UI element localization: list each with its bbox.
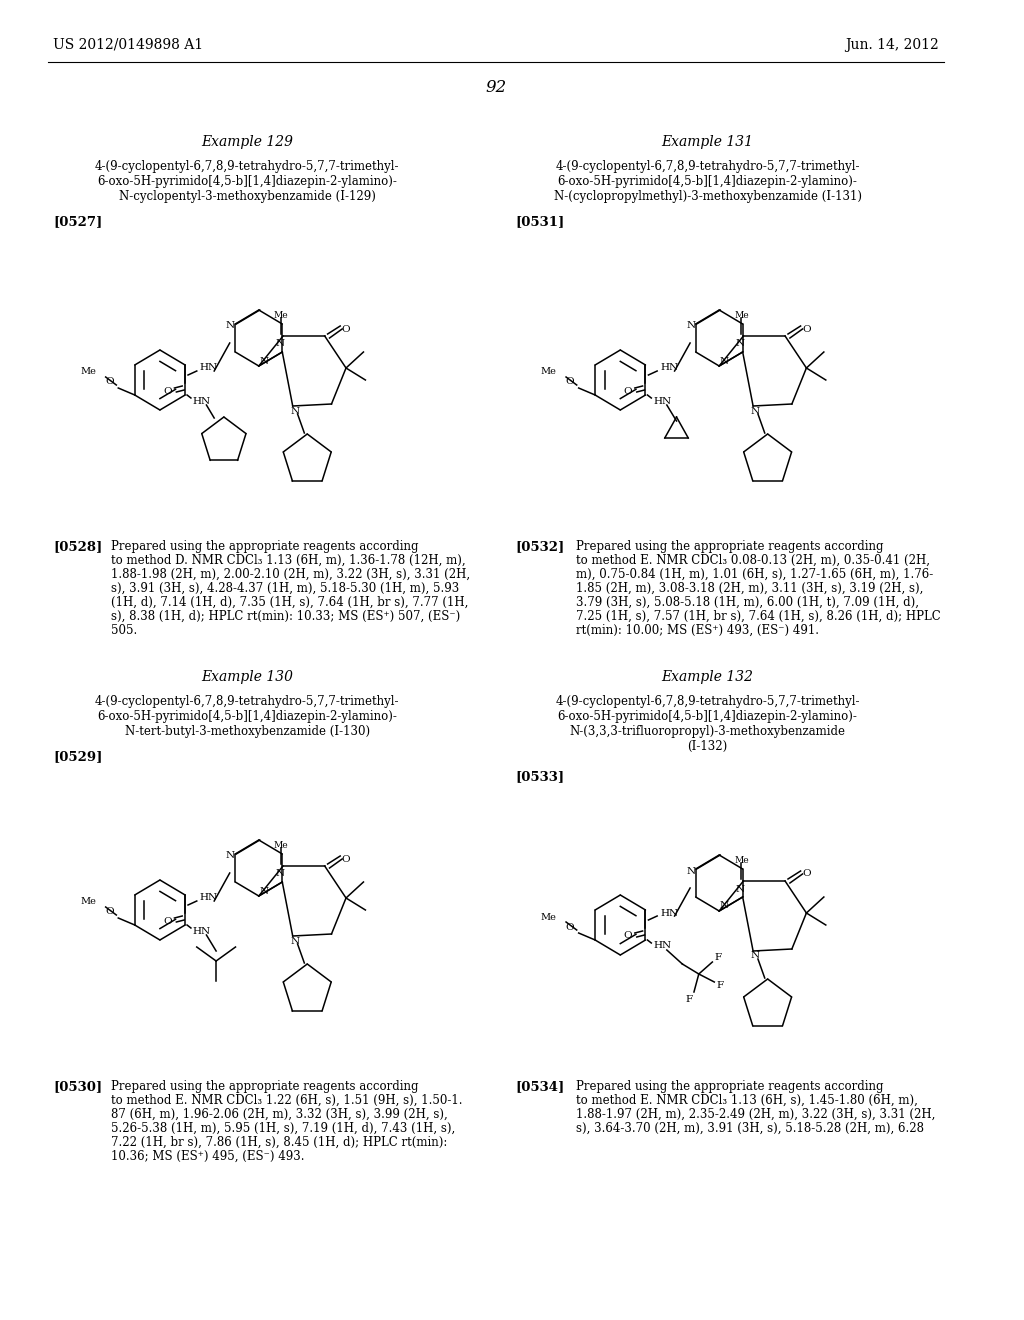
Text: N: N: [290, 936, 299, 945]
Text: N: N: [736, 884, 745, 894]
Text: N: N: [720, 356, 729, 366]
Text: O: O: [164, 387, 172, 396]
Text: US 2012/0149898 A1: US 2012/0149898 A1: [53, 38, 204, 51]
Text: (I-132): (I-132): [687, 741, 728, 752]
Text: N: N: [259, 887, 268, 895]
Text: N: N: [686, 322, 695, 330]
Text: N-cyclopentyl-3-methoxybenzamide (I-129): N-cyclopentyl-3-methoxybenzamide (I-129): [119, 190, 376, 203]
Text: to method E. NMR CDCl₃ 1.22 (6H, s), 1.51 (9H, s), 1.50-1.: to method E. NMR CDCl₃ 1.22 (6H, s), 1.5…: [112, 1094, 463, 1107]
Text: [0531]: [0531]: [516, 215, 565, 228]
Text: N: N: [275, 870, 285, 879]
Text: rt(min): 10.00; MS (ES⁺) 493, (ES⁻) 491.: rt(min): 10.00; MS (ES⁺) 493, (ES⁻) 491.: [575, 624, 819, 638]
Text: 4-(9-cyclopentyl-6,7,8,9-tetrahydro-5,7,7-trimethyl-: 4-(9-cyclopentyl-6,7,8,9-tetrahydro-5,7,…: [95, 160, 399, 173]
Text: Example 131: Example 131: [662, 135, 754, 149]
Text: s), 3.64-3.70 (2H, m), 3.91 (3H, s), 5.18-5.28 (2H, m), 6.28: s), 3.64-3.70 (2H, m), 3.91 (3H, s), 5.1…: [575, 1122, 924, 1135]
Text: N-(cyclopropylmethyl)-3-methoxybenzamide (I-131): N-(cyclopropylmethyl)-3-methoxybenzamide…: [554, 190, 861, 203]
Text: Prepared using the appropriate reagents according: Prepared using the appropriate reagents …: [112, 1080, 419, 1093]
Text: [0530]: [0530]: [53, 1080, 102, 1093]
Text: Example 130: Example 130: [201, 671, 293, 684]
Text: O: O: [565, 923, 574, 932]
Text: F: F: [715, 953, 722, 962]
Text: Me: Me: [80, 367, 96, 376]
Text: N: N: [751, 952, 760, 961]
Text: Prepared using the appropriate reagents according: Prepared using the appropriate reagents …: [575, 1080, 884, 1093]
Text: F: F: [717, 982, 724, 990]
Text: Me: Me: [734, 855, 749, 865]
Text: F: F: [685, 994, 692, 1003]
Text: HN: HN: [200, 363, 218, 372]
Text: O: O: [802, 870, 811, 879]
Text: [0527]: [0527]: [53, 215, 102, 228]
Text: HN: HN: [200, 894, 218, 903]
Text: 6-oxo-5H-pyrimido[4,5-b][1,4]diazepin-2-ylamino)-: 6-oxo-5H-pyrimido[4,5-b][1,4]diazepin-2-…: [97, 176, 397, 187]
Text: Me: Me: [541, 912, 556, 921]
Text: N: N: [226, 322, 234, 330]
Text: Prepared using the appropriate reagents according: Prepared using the appropriate reagents …: [112, 540, 419, 553]
Text: 10.36; MS (ES⁺) 495, (ES⁻) 493.: 10.36; MS (ES⁺) 495, (ES⁻) 493.: [112, 1150, 305, 1163]
Text: 92: 92: [485, 79, 507, 96]
Text: to method D. NMR CDCl₃ 1.13 (6H, m), 1.36-1.78 (12H, m),: to method D. NMR CDCl₃ 1.13 (6H, m), 1.3…: [112, 554, 466, 568]
Text: HN: HN: [653, 941, 672, 950]
Text: m), 0.75-0.84 (1H, m), 1.01 (6H, s), 1.27-1.65 (6H, m), 1.76-: m), 0.75-0.84 (1H, m), 1.01 (6H, s), 1.2…: [575, 568, 933, 581]
Text: N-(3,3,3-trifluoropropyl)-3-methoxybenzamide: N-(3,3,3-trifluoropropyl)-3-methoxybenza…: [569, 725, 846, 738]
Text: 3.79 (3H, s), 5.08-5.18 (1H, m), 6.00 (1H, t), 7.09 (1H, d),: 3.79 (3H, s), 5.08-5.18 (1H, m), 6.00 (1…: [575, 597, 919, 609]
Text: O: O: [342, 854, 350, 863]
Text: 4-(9-cyclopentyl-6,7,8,9-tetrahydro-5,7,7-trimethyl-: 4-(9-cyclopentyl-6,7,8,9-tetrahydro-5,7,…: [95, 696, 399, 708]
Text: N: N: [226, 851, 234, 861]
Text: O: O: [342, 325, 350, 334]
Text: to method E. NMR CDCl₃ 0.08-0.13 (2H, m), 0.35-0.41 (2H,: to method E. NMR CDCl₃ 0.08-0.13 (2H, m)…: [575, 554, 930, 568]
Text: 7.22 (1H, br s), 7.86 (1H, s), 8.45 (1H, d); HPLC rt(min):: 7.22 (1H, br s), 7.86 (1H, s), 8.45 (1H,…: [112, 1137, 447, 1148]
Text: O: O: [105, 908, 114, 916]
Text: [0532]: [0532]: [516, 540, 565, 553]
Text: 6-oxo-5H-pyrimido[4,5-b][1,4]diazepin-2-ylamino)-: 6-oxo-5H-pyrimido[4,5-b][1,4]diazepin-2-…: [558, 176, 857, 187]
Text: 5.26-5.38 (1H, m), 5.95 (1H, s), 7.19 (1H, d), 7.43 (1H, s),: 5.26-5.38 (1H, m), 5.95 (1H, s), 7.19 (1…: [112, 1122, 456, 1135]
Text: [0534]: [0534]: [516, 1080, 565, 1093]
Text: N: N: [290, 407, 299, 416]
Text: (1H, d), 7.14 (1H, d), 7.35 (1H, s), 7.64 (1H, br s), 7.77 (1H,: (1H, d), 7.14 (1H, d), 7.35 (1H, s), 7.6…: [112, 597, 469, 609]
Text: 1.88-1.97 (2H, m), 2.35-2.49 (2H, m), 3.22 (3H, s), 3.31 (2H,: 1.88-1.97 (2H, m), 2.35-2.49 (2H, m), 3.…: [575, 1107, 935, 1121]
Text: 7.25 (1H, s), 7.57 (1H, br s), 7.64 (1H, s), 8.26 (1H, d); HPLC: 7.25 (1H, s), 7.57 (1H, br s), 7.64 (1H,…: [575, 610, 940, 623]
Text: HN: HN: [653, 396, 672, 405]
Text: Jun. 14, 2012: Jun. 14, 2012: [846, 38, 939, 51]
Text: Me: Me: [541, 367, 556, 376]
Text: N: N: [686, 866, 695, 875]
Text: [0528]: [0528]: [53, 540, 102, 553]
Text: O: O: [624, 932, 633, 940]
Text: Me: Me: [273, 841, 289, 850]
Text: Example 129: Example 129: [201, 135, 293, 149]
Text: Example 132: Example 132: [662, 671, 754, 684]
Text: 1.88-1.98 (2H, m), 2.00-2.10 (2H, m), 3.22 (3H, s), 3.31 (2H,: 1.88-1.98 (2H, m), 2.00-2.10 (2H, m), 3.…: [112, 568, 471, 581]
Text: N-tert-butyl-3-methoxybenzamide (I-130): N-tert-butyl-3-methoxybenzamide (I-130): [125, 725, 370, 738]
Text: Prepared using the appropriate reagents according: Prepared using the appropriate reagents …: [575, 540, 884, 553]
Text: 6-oxo-5H-pyrimido[4,5-b][1,4]diazepin-2-ylamino)-: 6-oxo-5H-pyrimido[4,5-b][1,4]diazepin-2-…: [558, 710, 857, 723]
Text: 4-(9-cyclopentyl-6,7,8,9-tetrahydro-5,7,7-trimethyl-: 4-(9-cyclopentyl-6,7,8,9-tetrahydro-5,7,…: [555, 696, 860, 708]
Text: 6-oxo-5H-pyrimido[4,5-b][1,4]diazepin-2-ylamino)-: 6-oxo-5H-pyrimido[4,5-b][1,4]diazepin-2-…: [97, 710, 397, 723]
Text: N: N: [259, 356, 268, 366]
Text: 4-(9-cyclopentyl-6,7,8,9-tetrahydro-5,7,7-trimethyl-: 4-(9-cyclopentyl-6,7,8,9-tetrahydro-5,7,…: [555, 160, 860, 173]
Text: N: N: [720, 902, 729, 911]
Text: HN: HN: [193, 396, 211, 405]
Text: O: O: [802, 325, 811, 334]
Text: Me: Me: [273, 312, 289, 319]
Text: N: N: [275, 339, 285, 348]
Text: Me: Me: [734, 312, 749, 319]
Text: Me: Me: [80, 898, 96, 907]
Text: HN: HN: [660, 363, 678, 372]
Text: O: O: [164, 916, 172, 925]
Text: [0533]: [0533]: [516, 770, 565, 783]
Text: N: N: [751, 407, 760, 416]
Text: O: O: [105, 378, 114, 387]
Text: s), 3.91 (3H, s), 4.28-4.37 (1H, m), 5.18-5.30 (1H, m), 5.93: s), 3.91 (3H, s), 4.28-4.37 (1H, m), 5.1…: [112, 582, 460, 595]
Text: to method E. NMR CDCl₃ 1.13 (6H, s), 1.45-1.80 (6H, m),: to method E. NMR CDCl₃ 1.13 (6H, s), 1.4…: [575, 1094, 918, 1107]
Text: [0529]: [0529]: [53, 750, 102, 763]
Text: N: N: [736, 339, 745, 348]
Text: 1.85 (2H, m), 3.08-3.18 (2H, m), 3.11 (3H, s), 3.19 (2H, s),: 1.85 (2H, m), 3.08-3.18 (2H, m), 3.11 (3…: [575, 582, 923, 595]
Text: HN: HN: [660, 908, 678, 917]
Text: s), 8.38 (1H, d); HPLC rt(min): 10.33; MS (ES⁺) 507, (ES⁻): s), 8.38 (1H, d); HPLC rt(min): 10.33; M…: [112, 610, 461, 623]
Text: 505.: 505.: [112, 624, 137, 638]
Text: 87 (6H, m), 1.96-2.06 (2H, m), 3.32 (3H, s), 3.99 (2H, s),: 87 (6H, m), 1.96-2.06 (2H, m), 3.32 (3H,…: [112, 1107, 449, 1121]
Text: HN: HN: [193, 927, 211, 936]
Text: O: O: [565, 378, 574, 387]
Text: O: O: [624, 387, 633, 396]
